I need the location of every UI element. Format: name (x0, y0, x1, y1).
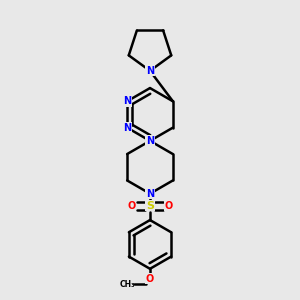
Text: N: N (123, 123, 131, 133)
Text: N: N (123, 96, 131, 106)
Text: O: O (164, 201, 172, 211)
Text: O: O (128, 201, 136, 211)
Text: S: S (146, 201, 154, 211)
Text: N: N (146, 136, 154, 146)
Text: O: O (146, 274, 154, 284)
Text: CH₃: CH₃ (120, 280, 135, 289)
Text: N: N (146, 66, 154, 76)
Text: N: N (146, 189, 154, 199)
